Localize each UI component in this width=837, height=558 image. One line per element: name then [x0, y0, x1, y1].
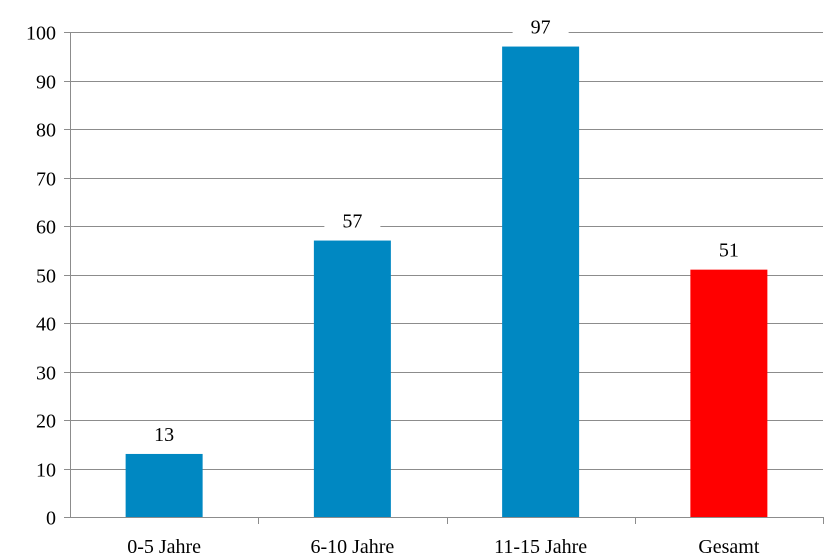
bars: [125, 46, 768, 518]
x-category-label: Gesamt: [698, 536, 760, 558]
x-category-label: 6-10 Jahre: [310, 536, 394, 558]
y-tick-label: 30: [36, 363, 56, 385]
data-label: 57: [342, 211, 362, 233]
x-category-label: 0-5 Jahre: [127, 536, 201, 558]
y-tick-label: 20: [36, 411, 56, 433]
y-tick-label: 80: [36, 120, 56, 142]
y-tick-label: 60: [36, 217, 56, 239]
bar: [313, 240, 391, 518]
data-label-background: [512, 14, 569, 41]
data-label: 97: [531, 17, 551, 39]
data-label-background: [136, 421, 193, 448]
y-tick-label: 90: [36, 72, 56, 94]
y-tick-label: 40: [36, 314, 56, 336]
bar: [690, 269, 768, 517]
x-axis-category-labels: 0-5 Jahre 6-10 Jahre 11-15 Jahre Gesamt: [127, 536, 760, 558]
gridlines: [70, 32, 823, 470]
data-label: 51: [719, 240, 739, 262]
y-tick-label: 0: [46, 508, 56, 530]
y-tick-label: 70: [36, 169, 56, 191]
data-labels: 13 57 97 51: [136, 14, 757, 448]
data-label: 13: [154, 424, 174, 446]
y-axis-tick-labels: 0 10 20 30 40 50 60 70 80 90 100: [26, 23, 56, 530]
bar: [502, 46, 580, 518]
y-tick-label: 50: [36, 266, 56, 288]
data-label-background: [324, 208, 381, 235]
y-tick-label: 10: [36, 460, 56, 482]
x-category-label: 11-15 Jahre: [494, 536, 587, 558]
bar: [125, 453, 203, 517]
data-label-background: [700, 237, 757, 264]
y-tick-label: 100: [26, 23, 56, 45]
axes: [64, 32, 824, 524]
